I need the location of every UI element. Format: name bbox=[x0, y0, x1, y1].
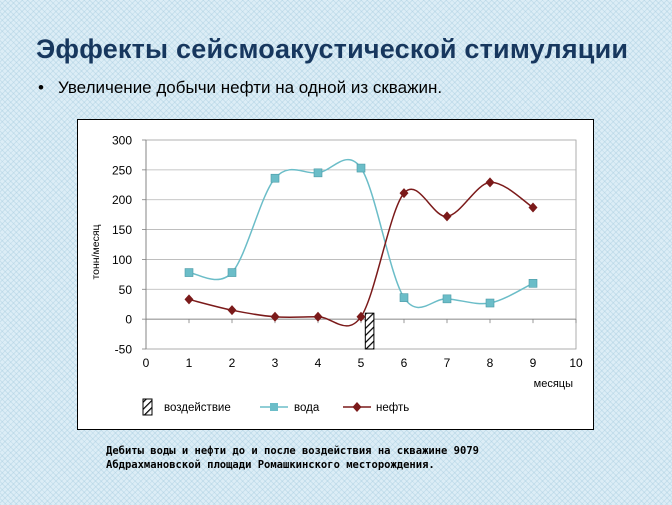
y-tick-label: 0 bbox=[125, 313, 132, 327]
chart-frame: -50 0 50 100 150 200 250 300 0 1 2 3 4 5 6 7 8 9 10 тонн/м… bbox=[77, 119, 594, 430]
legend-marker-2 bbox=[352, 402, 362, 412]
legend-swatch-event bbox=[142, 398, 153, 416]
x-axis-label: месяцы bbox=[534, 378, 573, 390]
y-tick-label: 250 bbox=[112, 163, 132, 177]
caption-line-1: Дебиты воды и нефти до и после воздейств… bbox=[106, 445, 479, 457]
series-group bbox=[184, 158, 538, 350]
y-axis-label: тонн/месяц bbox=[90, 224, 102, 279]
x-tick-label: 8 bbox=[487, 356, 494, 370]
chart: -50 0 50 100 150 200 250 300 0 1 2 3 4 5 6 7 8 9 10 тонн/м… bbox=[90, 134, 583, 416]
x-tick-label: 0 bbox=[143, 356, 150, 370]
data-point-2 bbox=[442, 211, 452, 222]
x-tick-label: 1 bbox=[186, 356, 193, 370]
data-point-2 bbox=[356, 311, 366, 322]
x-tick-label: 2 bbox=[229, 356, 236, 370]
data-point-2 bbox=[184, 294, 194, 305]
y-tick-label: 100 bbox=[112, 253, 132, 267]
data-point-2 bbox=[313, 311, 323, 322]
data-point-1 bbox=[313, 168, 323, 178]
slide-title: Эффекты сейсмоакустической стимуляции bbox=[36, 34, 629, 64]
legend: воздействие вода нефть bbox=[142, 398, 409, 416]
y-tick-label: 150 bbox=[112, 223, 132, 237]
x-tick-label: 9 bbox=[530, 356, 537, 370]
data-point-2 bbox=[270, 311, 280, 322]
data-point-2 bbox=[485, 177, 495, 188]
y-tick-label: 200 bbox=[112, 193, 132, 207]
y-tick-label: 50 bbox=[119, 283, 133, 297]
data-point-2 bbox=[399, 188, 409, 199]
bullet-dot: • bbox=[38, 78, 44, 97]
axes: -50 0 50 100 150 200 250 300 0 1 2 3 4 5 6 7 8 9 10 bbox=[112, 134, 583, 371]
legend-label-1: вода bbox=[294, 402, 320, 414]
y-tick-label: 300 bbox=[112, 134, 132, 148]
data-point-1 bbox=[227, 268, 237, 277]
bullet-item: • Увеличение добычи нефти на одной из скв… bbox=[38, 78, 442, 98]
data-point-2 bbox=[528, 202, 538, 213]
caption-line-2: Абдрахмановской площади Ромашкинского ме… bbox=[106, 459, 435, 471]
legend-label-event: воздействие bbox=[164, 402, 231, 414]
x-tick-label: 3 bbox=[272, 356, 279, 370]
data-point-1 bbox=[528, 279, 538, 288]
data-point-2 bbox=[227, 305, 237, 316]
x-tick-label: 7 bbox=[444, 356, 451, 370]
figure-caption: Дебиты воды и нефти до и после воздейств… bbox=[106, 444, 479, 472]
series-line-2 bbox=[188, 181, 534, 327]
data-point-1 bbox=[356, 163, 366, 173]
x-tick-label: 5 bbox=[358, 356, 365, 370]
y-tick-label: -50 bbox=[115, 343, 133, 357]
legend-marker-1 bbox=[270, 403, 278, 411]
x-tick-label: 10 bbox=[569, 356, 583, 370]
data-point-1 bbox=[270, 173, 280, 183]
data-point-1 bbox=[399, 293, 409, 302]
legend-label-2: нефть bbox=[376, 402, 409, 414]
event-bar bbox=[364, 312, 375, 350]
x-tick-label: 6 bbox=[401, 356, 408, 370]
bullet-text: Увеличение добычи нефти на одной из сква… bbox=[58, 78, 443, 97]
data-point-1 bbox=[442, 294, 452, 304]
x-tick-label: 4 bbox=[315, 356, 322, 370]
data-point-1 bbox=[184, 268, 194, 277]
data-point-1 bbox=[485, 298, 495, 308]
